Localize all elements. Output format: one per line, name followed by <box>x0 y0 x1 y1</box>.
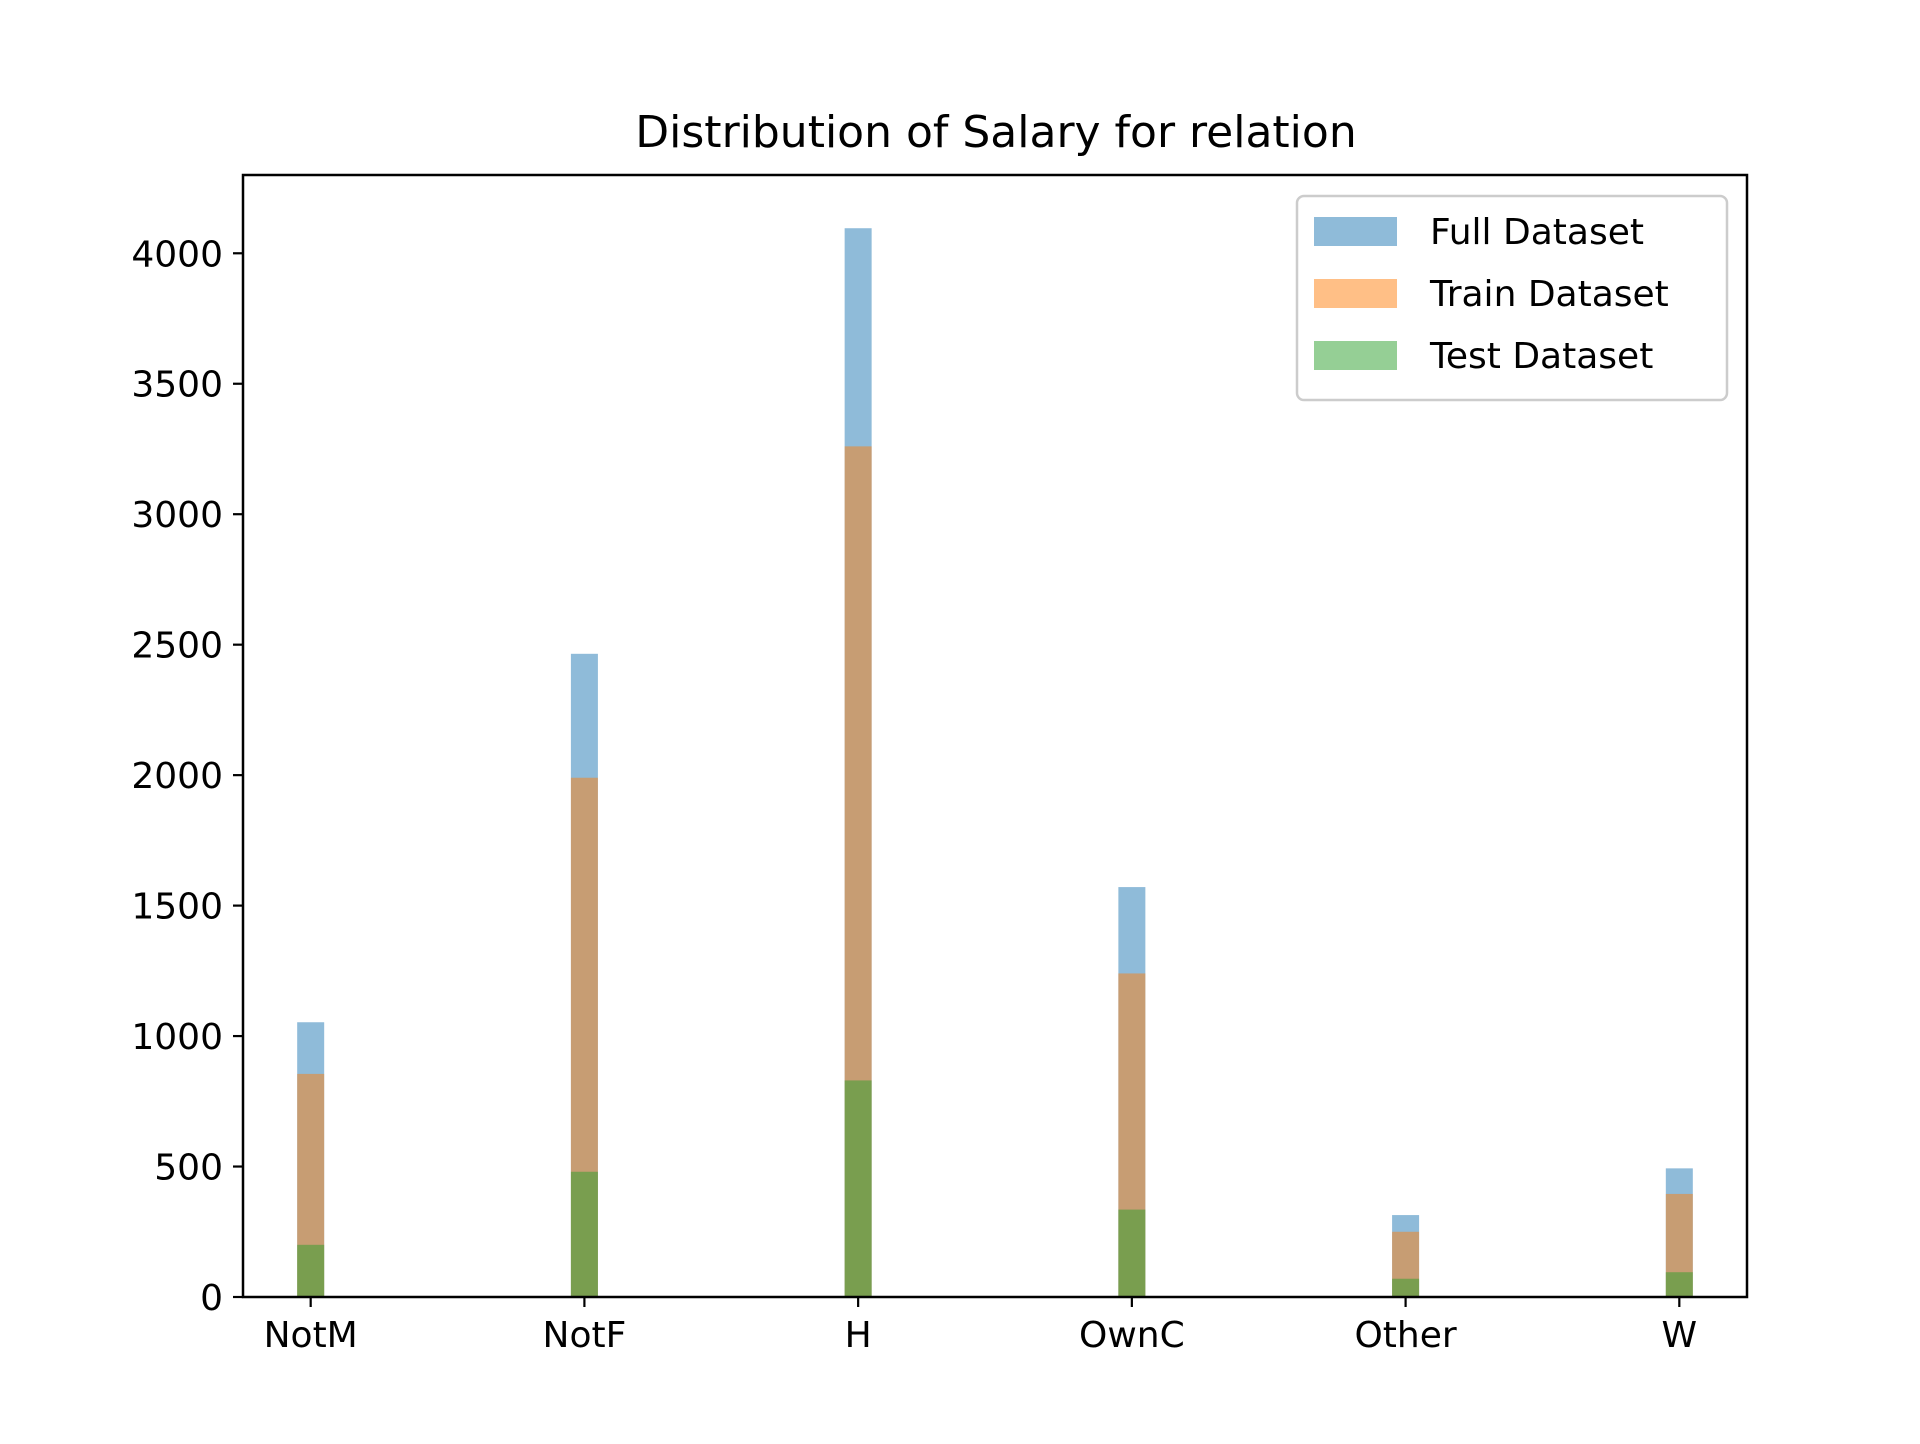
x-axis: NotM NotF H OwnC Other W <box>264 1297 1698 1356</box>
y-tick-label: 3500 <box>131 365 223 406</box>
x-tick-label: H <box>845 1315 872 1356</box>
bar-test-dataset-notf <box>570 1171 598 1297</box>
plot-frame <box>241 173 1749 1299</box>
x-tick-label: Other <box>1354 1315 1456 1356</box>
legend-swatch <box>1314 341 1397 370</box>
bar-test-dataset-h <box>844 1080 872 1297</box>
legend-label: Train Dataset <box>1429 274 1669 315</box>
legend: Full Dataset Train Dataset Test Dataset <box>1295 194 1729 402</box>
legend-label: Test Dataset <box>1429 336 1653 377</box>
y-tick-label: 4000 <box>131 234 223 275</box>
x-tick-label: W <box>1662 1315 1698 1356</box>
x-tick-label: NotF <box>543 1315 627 1356</box>
x-tick-label: NotM <box>264 1315 358 1356</box>
bar-test-dataset-ownc <box>1118 1209 1146 1297</box>
chart-title: Distribution of Salary for relation <box>635 107 1356 158</box>
legend-swatch <box>1314 217 1397 246</box>
y-tick-label: 2500 <box>131 626 223 667</box>
y-tick-label: 500 <box>154 1148 223 1189</box>
legend-swatch <box>1314 279 1397 308</box>
y-tick-label: 0 <box>200 1278 223 1319</box>
bar-test-dataset-notm <box>297 1244 325 1297</box>
bar-test-dataset-w <box>1665 1272 1693 1297</box>
y-tick-label: 1500 <box>131 887 223 928</box>
bars-group <box>297 228 1693 1298</box>
legend-box <box>1295 194 1729 402</box>
y-axis: 0 500 1000 1500 2000 2500 3000 3500 4000 <box>131 234 243 1319</box>
x-tick-label: OwnC <box>1079 1315 1185 1356</box>
legend-label: Full Dataset <box>1430 212 1644 253</box>
y-tick-label: 2000 <box>131 756 223 797</box>
y-tick-label: 1000 <box>131 1017 223 1058</box>
bar-test-dataset-other <box>1392 1278 1420 1297</box>
y-tick-label: 3000 <box>131 495 223 536</box>
